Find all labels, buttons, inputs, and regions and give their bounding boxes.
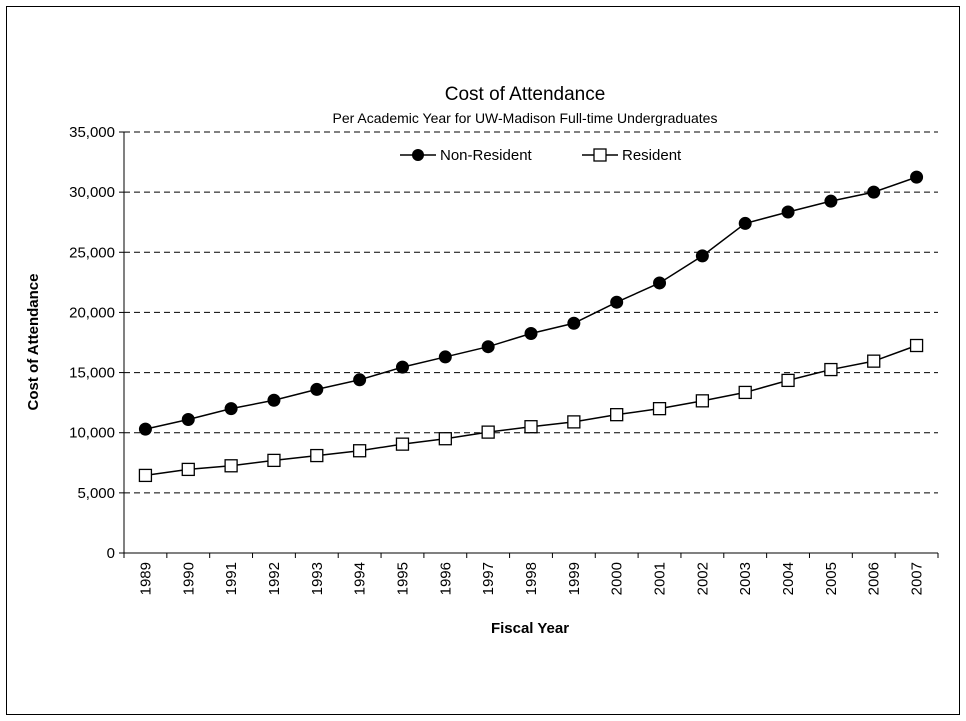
y-tick-label: 15,000 <box>69 365 115 382</box>
y-axis-label: Cost of Attendance <box>25 274 42 411</box>
y-tick-labels: 0 5,000 10,000 15,000 20,000 25,000 30,000 35,0… <box>69 124 115 562</box>
chart-frame <box>6 6 960 715</box>
series-line-non-resident <box>145 176 917 430</box>
data-point <box>395 360 409 374</box>
x-tick-label: 2001 <box>652 562 669 595</box>
x-tick-label: 1997 <box>480 562 497 595</box>
legend-label: Non-Resident <box>440 147 533 164</box>
data-point <box>310 448 324 463</box>
x-tick-label: 2004 <box>780 562 797 595</box>
legend: Non-Resident Resident <box>400 147 682 164</box>
x-tick-label: 1993 <box>309 562 326 595</box>
x-tick-label: 1991 <box>223 562 240 595</box>
chart-subtitle: Per Academic Year for UW-Madison Full-ti… <box>333 110 718 126</box>
data-point <box>738 385 752 400</box>
x-tick-label: 2007 <box>909 562 926 595</box>
chart-title: Cost of Attendance <box>445 84 606 105</box>
legend-marker <box>593 148 607 162</box>
series-group <box>138 170 924 483</box>
gridlines <box>124 131 938 494</box>
data-point <box>781 205 795 219</box>
data-point <box>138 468 153 483</box>
data-point <box>181 462 195 477</box>
y-tick-label: 5,000 <box>77 485 115 502</box>
data-point <box>653 276 667 290</box>
data-point <box>610 408 624 422</box>
data-point <box>267 453 281 468</box>
data-point <box>695 394 710 408</box>
x-tick-label: 1999 <box>566 562 583 595</box>
y-tick-label: 10,000 <box>69 425 115 442</box>
axes <box>119 131 939 558</box>
data-point <box>481 340 495 354</box>
x-axis-label: Fiscal Year <box>491 620 569 637</box>
legend-marker <box>412 149 424 161</box>
x-tick-labels: 1989 1990 1991 1992 1993 1994 1995 1996 1997 1998… <box>137 562 925 595</box>
data-point <box>567 316 581 330</box>
x-tick-label: 1990 <box>180 562 197 595</box>
data-point <box>652 402 667 416</box>
data-point <box>695 249 709 263</box>
data-point <box>867 185 881 199</box>
data-point <box>138 422 152 436</box>
data-point <box>438 432 452 446</box>
data-point <box>181 412 195 426</box>
data-point <box>824 362 838 377</box>
data-point <box>224 459 238 473</box>
data-point <box>567 415 581 429</box>
x-tick-label: 2000 <box>609 562 626 595</box>
data-point <box>481 425 495 439</box>
y-tick-label: 20,000 <box>69 304 115 321</box>
data-point <box>352 444 367 458</box>
y-tick-label: 30,000 <box>69 184 115 201</box>
y-tick-label: 35,000 <box>69 124 115 141</box>
data-point <box>353 373 367 387</box>
data-point <box>867 354 881 368</box>
data-point <box>438 350 452 364</box>
data-point <box>524 326 538 340</box>
data-point <box>224 402 238 416</box>
data-point <box>267 393 281 407</box>
x-tick-label: 2003 <box>737 562 754 595</box>
x-tick-label: 1998 <box>523 562 540 595</box>
x-tick-label: 1992 <box>266 562 283 595</box>
data-point <box>738 216 752 230</box>
x-tick-label: 1995 <box>394 562 411 595</box>
data-point <box>610 295 624 309</box>
x-tick-label: 1996 <box>437 562 454 595</box>
series-line-resident <box>145 344 917 477</box>
data-point <box>910 170 924 184</box>
x-tick-label: 1994 <box>352 562 369 595</box>
y-tick-label: 25,000 <box>69 244 115 261</box>
x-tick-label: 2005 <box>823 562 840 595</box>
x-tick-label: 1989 <box>137 562 154 595</box>
data-point <box>909 338 924 353</box>
data-point <box>781 373 795 388</box>
y-tick-label: 0 <box>107 545 115 562</box>
x-tick-label: 2002 <box>694 562 711 595</box>
legend-label: Resident <box>622 147 682 164</box>
data-point <box>310 382 324 396</box>
data-point <box>395 437 410 451</box>
data-point <box>824 194 838 208</box>
x-tick-label: 2006 <box>866 562 883 595</box>
data-point <box>524 420 538 434</box>
